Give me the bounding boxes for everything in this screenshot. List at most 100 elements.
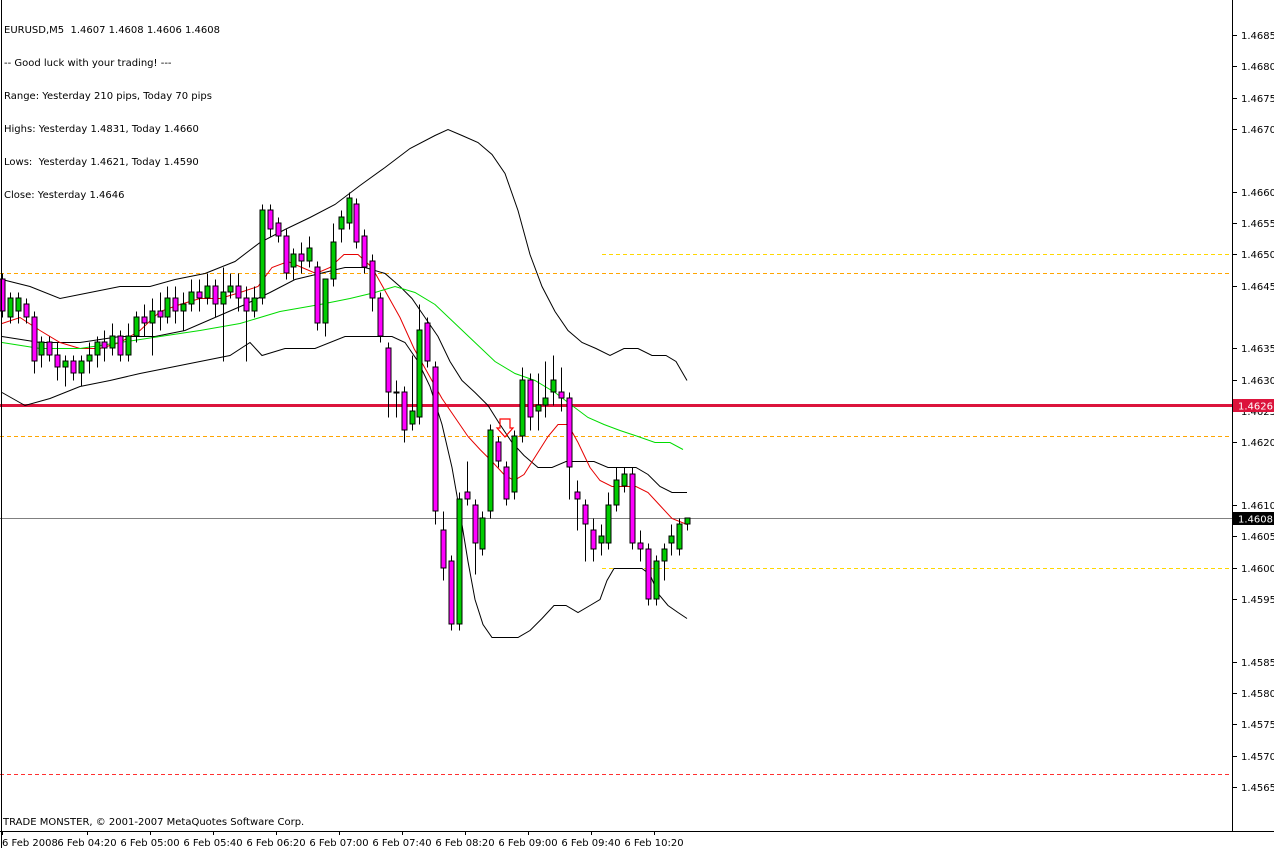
indicator-lines-layer [1, 128, 688, 638]
symbol-ohlc-line: EURUSD,M5 1.4607 1.4608 1.4606 1.4608 [4, 25, 220, 36]
candle [503, 466, 510, 500]
candle [172, 297, 179, 312]
price-label-text: 1.4626 [1238, 402, 1273, 413]
candle [164, 297, 171, 318]
close-line: Close: Yesterday 1.4646 [4, 190, 125, 201]
candle [196, 291, 203, 299]
candle [550, 379, 557, 393]
candle [487, 429, 494, 512]
candle [235, 285, 242, 299]
candle [180, 303, 187, 312]
time-axis[interactable]: 6 Feb 2008 6 Feb 04:20 6 Feb 05:00 6 Feb 05… [0, 831, 1274, 848]
price-tick-label: 1.4685 [1241, 31, 1274, 42]
time-tick-label: 6 Feb 05:40 [183, 838, 242, 848]
price-tick-label: 1.4645 [1241, 282, 1274, 293]
candle [290, 253, 297, 268]
candle [31, 316, 38, 362]
candle [637, 542, 644, 550]
candle [369, 260, 376, 299]
candle [519, 379, 526, 437]
candle [259, 209, 266, 299]
price-tick-label: 1.4600 [1241, 564, 1274, 575]
price-tick-label: 1.4660 [1241, 188, 1274, 199]
candle [283, 235, 290, 274]
candle [204, 285, 211, 299]
candle [558, 391, 565, 399]
bollinger-lower-band [1, 336, 688, 638]
candle [94, 341, 101, 356]
price-label-box [1233, 399, 1274, 412]
price-tick-label: 1.4605 [1241, 532, 1274, 543]
candle [472, 504, 479, 544]
price-tick-label: 1.4655 [1241, 219, 1274, 230]
candle [7, 297, 14, 318]
highs-line: Highs: Yesterday 1.4831, Today 1.4660 [4, 124, 199, 135]
candle [306, 247, 313, 262]
price-tick-label: 1.4675 [1241, 94, 1274, 105]
candle [125, 335, 132, 356]
candle [598, 535, 605, 544]
candle [393, 391, 400, 394]
candle [23, 303, 30, 318]
chart-info-overlay: EURUSD,M5 1.4607 1.4608 1.4606 1.4608 --… [4, 3, 220, 223]
candle [188, 291, 195, 305]
candle [653, 560, 660, 600]
candle [117, 335, 124, 356]
candle [661, 548, 668, 562]
candle [605, 504, 612, 544]
candle [409, 410, 416, 425]
candle [440, 529, 447, 569]
candle [361, 235, 368, 268]
price-label-text: 1.4608 [1238, 515, 1273, 526]
candle [432, 366, 439, 512]
time-tick-label: 6 Feb 04:20 [57, 838, 116, 848]
price-label-box [1233, 512, 1274, 525]
candle [338, 216, 345, 230]
price-tick-label: 1.4635 [1241, 344, 1274, 355]
price-tick-label: 1.4610 [1241, 501, 1274, 512]
candle [78, 360, 85, 374]
candle [227, 285, 234, 293]
candle [511, 435, 518, 493]
candle [101, 341, 108, 349]
candle [448, 560, 455, 625]
candle [141, 316, 148, 324]
candle [212, 285, 219, 305]
candle [62, 360, 69, 368]
candle [684, 517, 691, 525]
price-tick-label: 1.4650 [1241, 250, 1274, 261]
price-tick-label: 1.4670 [1241, 125, 1274, 136]
candle [298, 253, 305, 262]
candle [621, 473, 628, 487]
candle [157, 310, 164, 318]
time-tick-label: 6 Feb 10:20 [624, 838, 683, 848]
candle [54, 354, 61, 368]
candle [275, 222, 282, 237]
candle [676, 523, 683, 550]
candle [220, 291, 227, 305]
candle [629, 473, 636, 544]
price-tick-label: 1.4595 [1241, 595, 1274, 606]
candle [15, 297, 22, 312]
candle [149, 310, 156, 324]
time-tick-label: 6 Feb 06:20 [246, 838, 305, 848]
price-tick-label: 1.4625 [1241, 407, 1274, 418]
price-tick-label: 1.4680 [1241, 62, 1274, 73]
bollinger-upper-band [1, 128, 688, 381]
candle [86, 354, 93, 362]
copyright-text: TRADE MONSTER, © 2001-2007 MetaQuotes So… [3, 817, 305, 828]
time-tick-label: 6 Feb 07:40 [372, 838, 431, 848]
candles-layer [0, 192, 691, 631]
price-tick-label: 1.4570 [1241, 752, 1274, 763]
candle [70, 360, 77, 374]
candle [0, 278, 6, 312]
bollinger-middle-band [1, 267, 687, 493]
price-axis[interactable]: 1.4685 1.4680 1.4675 1.4670 1.4660 1.4655 1.46… [1232, 0, 1274, 831]
candle [464, 491, 471, 500]
candle [377, 297, 384, 337]
candle [542, 397, 549, 406]
sell-arrow-icon[interactable] [495, 418, 515, 438]
price-tick-label: 1.4630 [1241, 376, 1274, 387]
candle [424, 322, 431, 362]
